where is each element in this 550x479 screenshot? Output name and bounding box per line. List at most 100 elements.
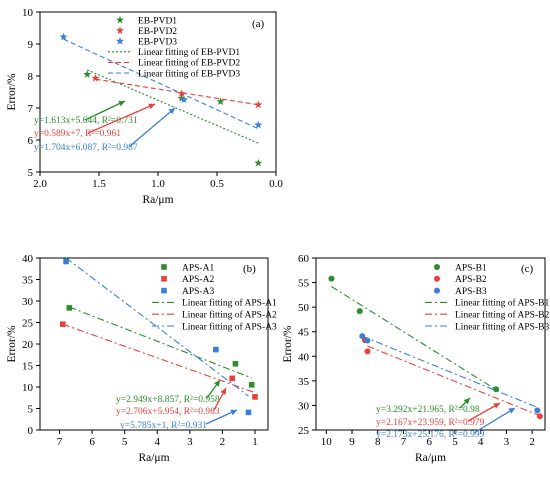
y-tick-label: 25 xyxy=(298,425,310,437)
x-tick-label: 1.5 xyxy=(92,178,106,190)
y-tick-label: 10 xyxy=(22,382,34,394)
legend-marker xyxy=(116,15,124,24)
data-point-2 xyxy=(254,100,263,109)
equation-arrowhead xyxy=(493,403,500,409)
fit-line-3 xyxy=(65,257,249,397)
fit-equation: y=2.706x+5.954, R²=0.983 xyxy=(116,407,220,417)
data-point-3 xyxy=(63,258,69,265)
y-tick-label: 60 xyxy=(298,253,310,265)
fit-equation: y=0.589x+7, R²=0.961 xyxy=(34,129,121,139)
y-axis-title: Error/% xyxy=(6,325,18,362)
legend-label: Linear fitting of APS-A3 xyxy=(182,321,277,332)
equation-arrow xyxy=(129,107,176,147)
equation-arrowhead xyxy=(463,398,470,405)
legend-marker xyxy=(434,275,440,282)
legend-label: APS-B2 xyxy=(455,275,487,285)
x-tick-label: 7 xyxy=(57,436,63,448)
fit-line-3 xyxy=(362,335,538,408)
fit-line-2 xyxy=(367,345,541,417)
y-tick-label: 40 xyxy=(298,351,310,363)
fit-line-1 xyxy=(331,286,497,391)
y-tick-label: 25 xyxy=(22,318,34,330)
legend-label: APS-A3 xyxy=(182,287,214,297)
fit-line-2 xyxy=(95,78,259,106)
y-tick-label: 45 xyxy=(298,327,310,339)
data-point-3 xyxy=(179,95,188,104)
y-tick-label: 30 xyxy=(22,296,34,308)
x-tick-label: 2.0 xyxy=(33,178,47,190)
equation-arrow xyxy=(467,402,501,422)
data-point-1 xyxy=(254,158,263,167)
fit-line-2 xyxy=(62,323,256,394)
x-tick-label: 8 xyxy=(375,436,381,448)
chart-panel-a: 2.0 1.5 1.0 0.5 0.0 5 6 7 8 9 10 Ra/μm Error/% (a) EB-… xyxy=(6,7,283,206)
legend-label: APS-A2 xyxy=(182,275,214,285)
fit-equation: y=2.167x+23.959, R²=0.979 xyxy=(376,418,485,428)
equation-arrow xyxy=(473,407,516,434)
y-tick-label: 7 xyxy=(28,103,34,115)
fit-equation: y=1.704x+6.087, R²=0.987 xyxy=(34,143,138,153)
data-point-1 xyxy=(66,305,73,311)
legend-label: APS-B1 xyxy=(455,263,487,273)
data-point-1 xyxy=(328,275,335,282)
data-point-1 xyxy=(493,386,500,393)
data-point-3 xyxy=(59,32,68,41)
legend-marker xyxy=(434,264,440,270)
data-point-1 xyxy=(248,382,255,388)
legend-marker xyxy=(434,287,440,294)
legend-marker xyxy=(161,287,167,294)
legend-label: Linear fitting of APS-B2 xyxy=(455,310,549,321)
fit-equation: y=2.949x+8.857, R²=0.958 xyxy=(116,395,220,405)
panel-label: (c) xyxy=(521,263,534,275)
x-axis-title: Ra/μm xyxy=(138,452,169,464)
equation-arrow xyxy=(84,100,126,121)
y-tick-label: 8 xyxy=(28,71,34,83)
equation-arrowhead xyxy=(214,380,220,387)
legend-label: Linear fitting of APS-B3 xyxy=(455,321,549,332)
legend-label: EB-PVD3 xyxy=(138,38,177,48)
data-point-3 xyxy=(254,120,263,129)
x-tick-label: 2 xyxy=(529,436,535,448)
equation-arrowhead xyxy=(230,409,237,416)
data-point-3 xyxy=(359,333,366,340)
data-point-2 xyxy=(536,413,543,420)
y-tick-label: 10 xyxy=(22,7,34,19)
x-tick-label: 4 xyxy=(155,436,161,448)
legend-marker xyxy=(116,37,124,45)
y-tick-label: 5 xyxy=(28,404,34,416)
x-axis-title: Ra/μm xyxy=(142,194,173,206)
fit-equation: y=3.292x+21.965, R²=0.98 xyxy=(376,405,480,415)
legend-marker xyxy=(161,276,167,282)
legend-label: APS-B3 xyxy=(455,287,487,297)
fit-line-1 xyxy=(86,69,259,144)
x-tick-label: 6 xyxy=(89,436,95,448)
data-point-1 xyxy=(232,360,239,367)
equation-arrowhead xyxy=(148,103,155,110)
fit-equation: y=1.613x+5.644, R²=0.731 xyxy=(34,116,138,126)
equation-arrowhead xyxy=(168,108,175,115)
equation-arrowhead xyxy=(508,408,515,414)
fit-equation: y=5.785x+1, R²=0.931 xyxy=(120,421,207,431)
legend-marker xyxy=(116,26,124,34)
y-axis-title: Error/% xyxy=(6,73,18,110)
x-tick-label: 5 xyxy=(452,436,458,448)
y-tick-label: 50 xyxy=(298,302,310,314)
legend-label: Linear fitting of APS-A1 xyxy=(182,298,277,309)
x-tick-label: 1 xyxy=(252,436,258,448)
chart-panel-b: 7 6 5 4 3 2 10510152025303540Ra/μmError/%(b)AP… xyxy=(6,253,277,464)
chart-panel-c: 10 9 8 7 6 5 4 3 2 25 30 35 40 45 50 55 60 Ra/μm Error/% (c… xyxy=(282,253,549,464)
x-tick-label: 9 xyxy=(349,436,355,448)
fit-line-3 xyxy=(63,38,259,130)
equation-arrowhead xyxy=(220,388,226,395)
data-point-2 xyxy=(229,375,235,382)
y-tick-label: 40 xyxy=(22,253,34,265)
data-point-1 xyxy=(356,308,363,315)
panel-label: (a) xyxy=(252,18,265,30)
data-point-1 xyxy=(83,70,92,78)
data-point-3 xyxy=(364,337,371,344)
x-tick-label: 1.0 xyxy=(151,178,165,190)
y-tick-label: 5 xyxy=(28,167,34,179)
legend-label: EB-PVD1 xyxy=(138,16,177,26)
y-tick-label: 15 xyxy=(22,361,34,373)
